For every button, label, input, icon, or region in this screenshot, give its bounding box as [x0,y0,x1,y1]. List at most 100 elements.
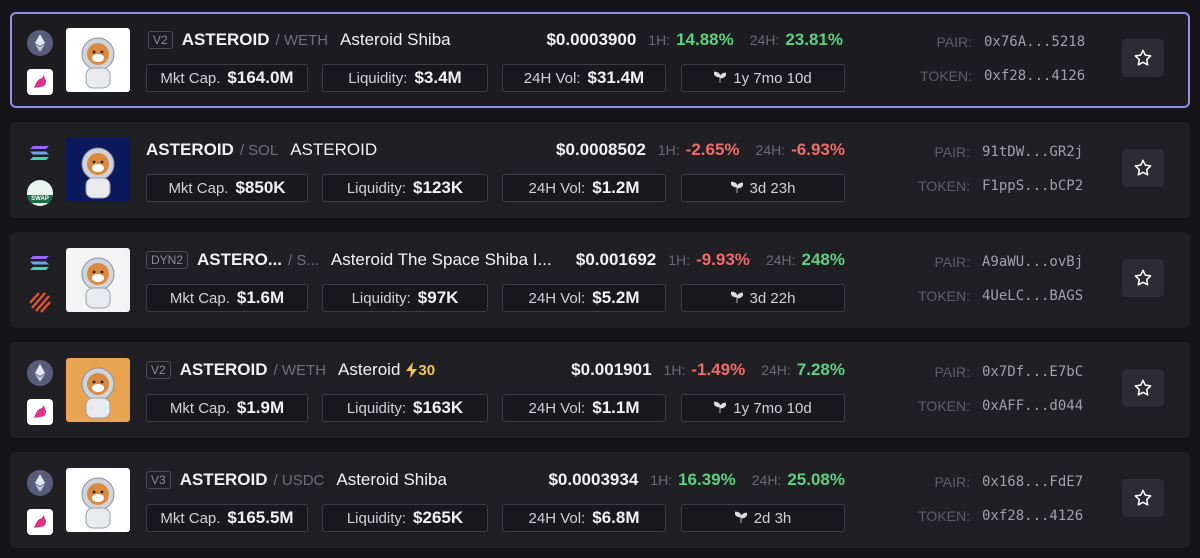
dex-icon: SWAP [27,180,53,206]
version-badge: V2 [146,361,171,379]
change-label: 24H: [751,472,782,488]
stat-box: 24H Vol: $31.4M [502,64,666,92]
price: $0.0003934 [548,470,639,489]
price-info: $0.0003934 1H: 16.39% 24H: 25.08% [548,470,845,490]
age-box: 3d 23h [681,174,845,202]
favorite-button[interactable] [1122,39,1164,77]
stat-value: $163K [413,398,464,417]
age-icon [730,290,743,307]
address: TOKEN: 0xAFF...d044 [890,398,1090,414]
avatar [66,28,130,97]
stat-label: Mkt Cap. [168,179,229,197]
address-value: 91tDW...GR2j [982,144,1084,160]
stat-box: Liquidity: $3.4M [322,64,488,92]
boost-icon [406,362,418,378]
age-icon [713,400,727,417]
uniswap-icon [27,399,53,425]
change-label: 24H: [755,142,786,158]
uniswap-icon [27,509,53,535]
age: 1y 7mo 10d [733,399,812,417]
token-avatar [66,248,130,312]
sprout-icon [734,511,748,523]
favorite-button[interactable] [1122,259,1164,297]
token-avatar [66,138,130,202]
stat-label: 24H Vol: [528,289,586,307]
address: PAIR: 0x76A...5218 [892,34,1092,50]
avatar [66,468,130,537]
address: TOKEN: 4UeLC...BAGS [890,288,1090,304]
stat-label: Mkt Cap. [169,399,230,417]
quote: / USDC [273,471,325,489]
launchpad-icon [29,292,51,313]
pair-row[interactable]: V3 ASTEROID / USDC Asteroid Shiba $0.0003934… [10,452,1190,548]
age-box: 1y 7mo 10d [681,64,845,92]
pair-row[interactable]: V2 ASTEROID / WETH Asteroid 30 $0.001901 1H: -1… [10,342,1190,438]
change-label: 1H: [657,142,680,158]
symbol: ASTEROID [179,360,268,379]
pair-row[interactable]: V2 ASTEROID / WETH Asteroid Shiba $0.0003900… [10,12,1190,108]
quote: / S... [288,251,319,269]
favorite-button[interactable] [1122,149,1164,187]
stat-value: $1.2M [592,178,640,197]
dex-label: SWAP [27,195,53,203]
stat-value: $123K [413,178,464,197]
address: PAIR: 0x7Df...E7bC [890,364,1090,380]
uniswap-icon [27,69,53,95]
favorite-button[interactable] [1122,369,1164,407]
address: TOKEN: 0xf28...4126 [890,508,1090,524]
address: PAIR: 0x168...FdE7 [890,474,1090,490]
stat-box: 24H Vol: $6.8M [502,504,666,532]
price: $0.001692 [575,250,657,269]
chain-icons [27,140,53,179]
age-box: 3d 22h [681,284,845,312]
address-label: TOKEN: [918,398,970,414]
quote: / WETH [273,361,327,379]
address-value: 0xf28...4126 [984,68,1086,84]
stat-label: Liquidity: [348,69,408,87]
sprout-icon [730,291,743,303]
address-value: 0x7Df...E7bC [982,364,1084,380]
sprout-icon [730,181,743,193]
token-name: Asteroid Shiba [340,30,451,49]
token-name: Asteroid Shiba [336,470,447,489]
stat-value: $31.4M [587,68,645,87]
symbol: ASTEROID [179,470,268,489]
pair-row[interactable]: DYN2 ASTERO... / S... Asteroid The Space Sh… [10,232,1190,328]
address-label: TOKEN: [918,508,970,524]
stat-value: $1.9M [236,398,285,417]
chain-icons [27,360,53,430]
favorite-button[interactable] [1122,479,1164,517]
change-value: -6.93% [791,140,845,159]
address-label: PAIR: [934,364,970,380]
address-value: 4UeLC...BAGS [982,288,1084,304]
stat-box: Liquidity: $97K [322,284,488,312]
address: PAIR: A9aWU...ovBj [890,254,1090,270]
stat-value: $165.5M [227,508,294,527]
address-label: PAIR: [934,254,970,270]
age: 2d 3h [753,509,792,527]
address-value: F1ppS...bCP2 [982,178,1084,194]
symbol: ASTEROID [181,30,270,49]
quote: / SOL [239,141,279,159]
address-value: A9aWU...ovBj [982,254,1084,270]
token-name: ASTEROID [290,140,378,159]
change-label: 24H: [761,362,791,378]
pair-title: V3 ASTEROID / USDC Asteroid Shiba [146,470,447,490]
token-avatar [66,358,130,422]
stat-box: Liquidity: $163K [322,394,488,422]
pair-row[interactable]: SWAP ASTEROID / SOL ASTEROID $0.0008502 1H: -2… [10,122,1190,218]
change-value: -1.49% [691,360,746,379]
stat-value: $265K [413,508,464,527]
change-label: 1H: [648,32,671,48]
change-value: -2.65% [685,140,740,159]
stat-label: 24H Vol: [528,399,586,417]
sprout-icon [713,401,727,413]
age-icon [713,70,727,87]
stat-box: 24H Vol: $5.2M [502,284,666,312]
address: TOKEN: F1ppS...bCP2 [890,178,1090,194]
change-value: 25.08% [787,470,845,489]
address-value: 0x76A...5218 [984,34,1086,50]
price: $0.001901 [571,360,652,379]
quote: / WETH [275,31,329,49]
